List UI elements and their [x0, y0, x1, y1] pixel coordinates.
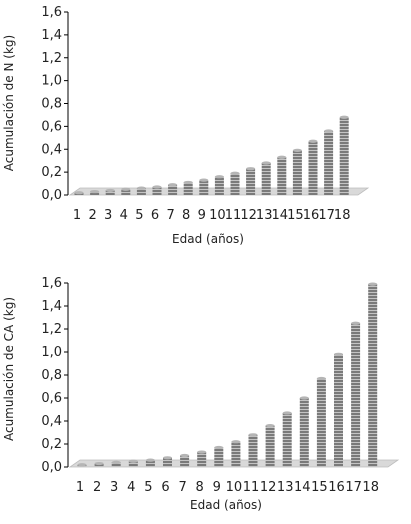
bar	[339, 115, 349, 195]
y-tick-label: 0,4	[41, 142, 62, 157]
x-tick-label: 7	[178, 480, 186, 495]
x-tick-label: 9	[198, 208, 206, 223]
bar	[351, 321, 361, 467]
chart-ca-accumulation: Acumulación de CA (kg) Edad (años) 0,0 0,…	[2, 276, 400, 512]
x-tick-label: 4	[127, 480, 135, 495]
chart-n-accumulation: Acumulación de N (kg) Edad (años) 0,0 0,2…	[2, 5, 370, 246]
x-tick-label: 18	[334, 208, 351, 223]
x-tick-label: 12	[240, 208, 257, 223]
bar	[90, 189, 100, 195]
x-tick-label: 14	[294, 480, 311, 495]
x-tick-label: 4	[120, 208, 128, 223]
x-tick-label: 10	[209, 208, 226, 223]
bar	[214, 445, 224, 467]
bar	[282, 411, 292, 467]
y-tick-label: 1,4	[41, 299, 62, 314]
x-tick-label: 2	[93, 480, 101, 495]
x-tick-label: 5	[135, 208, 143, 223]
x-tick-label: 3	[110, 480, 118, 495]
x-tick-label: 16	[303, 208, 320, 223]
bar	[292, 148, 302, 195]
y-axis-title: Acumulación de CA (kg)	[2, 297, 16, 441]
x-tick-label: 9	[213, 480, 221, 495]
y-axis-title: Acumulación de N (kg)	[2, 35, 16, 171]
y-tick-label: 0,8	[41, 97, 62, 112]
x-axis-title: Edad (años)	[190, 498, 262, 512]
y-tick-label: 0,8	[41, 368, 62, 383]
bar	[230, 171, 240, 195]
bar	[324, 129, 334, 195]
bar	[261, 161, 271, 195]
x-tick-label: 15	[311, 480, 328, 495]
y-tick-label: 1,2	[41, 51, 62, 66]
bar	[248, 433, 258, 467]
y-tick-label: 1,0	[41, 74, 62, 89]
y-tick-label: 1,6	[41, 5, 62, 20]
bar	[199, 178, 209, 195]
y-tick-label: 1,2	[41, 322, 62, 337]
x-tick-label: 6	[161, 480, 169, 495]
bar	[163, 456, 172, 467]
x-tick-label: 3	[104, 208, 112, 223]
bar	[152, 185, 162, 195]
x-tick-label: 10	[226, 480, 243, 495]
x-tick-label: 7	[166, 208, 174, 223]
bar	[299, 396, 309, 467]
x-tick-label: 1	[73, 208, 81, 223]
x-tick-label: 16	[328, 480, 345, 495]
x-tick-label: 15	[287, 208, 304, 223]
bar	[231, 440, 241, 467]
x-tick-label: 18	[362, 480, 379, 495]
y-tick-label: 1,0	[41, 345, 62, 360]
bar	[168, 183, 178, 195]
x-axis-title: Edad (años)	[172, 232, 244, 246]
x-tick-label: 14	[272, 208, 289, 223]
y-tick-label: 1,6	[41, 276, 62, 291]
x-tick-label: 11	[243, 480, 260, 495]
x-tick-label: 6	[151, 208, 159, 223]
y-tick-label: 0,0	[41, 188, 62, 203]
bar	[105, 188, 115, 195]
bar	[121, 187, 131, 195]
x-tick-label: 8	[196, 480, 204, 495]
bar	[197, 450, 207, 467]
bar	[214, 175, 224, 195]
y-tick-label: 1,4	[41, 28, 62, 43]
bar	[111, 460, 121, 467]
x-tick-label: 17	[345, 480, 362, 495]
x-tick-label: 17	[318, 208, 335, 223]
x-tick-label: 1	[76, 480, 84, 495]
x-tick-label: 2	[88, 208, 96, 223]
bar	[265, 424, 275, 467]
x-tick-label: 13	[256, 208, 273, 223]
bar	[368, 282, 378, 467]
bar	[316, 376, 326, 467]
bar	[94, 461, 104, 467]
y-tick-label: 0,0	[41, 460, 62, 475]
x-tick-label: 5	[144, 480, 152, 495]
x-tick-label: 8	[182, 208, 190, 223]
bar	[136, 186, 146, 195]
y-tick-label: 0,2	[41, 437, 62, 452]
bar	[180, 453, 190, 467]
y-tick-label: 0,2	[41, 165, 62, 180]
bar	[183, 180, 193, 195]
x-tick-label: 11	[225, 208, 242, 223]
x-tick-label: 12	[260, 480, 277, 495]
y-tick-label: 0,6	[41, 119, 62, 134]
y-tick-label: 0,6	[41, 391, 62, 406]
bar	[277, 155, 287, 195]
bar	[308, 139, 318, 195]
y-tick-label: 0,4	[41, 414, 62, 429]
bar	[128, 459, 138, 467]
bar	[77, 463, 87, 467]
bar	[334, 352, 343, 467]
x-tick-label: 13	[277, 480, 294, 495]
bar	[74, 191, 84, 195]
bar	[145, 458, 155, 467]
bar	[246, 167, 256, 195]
